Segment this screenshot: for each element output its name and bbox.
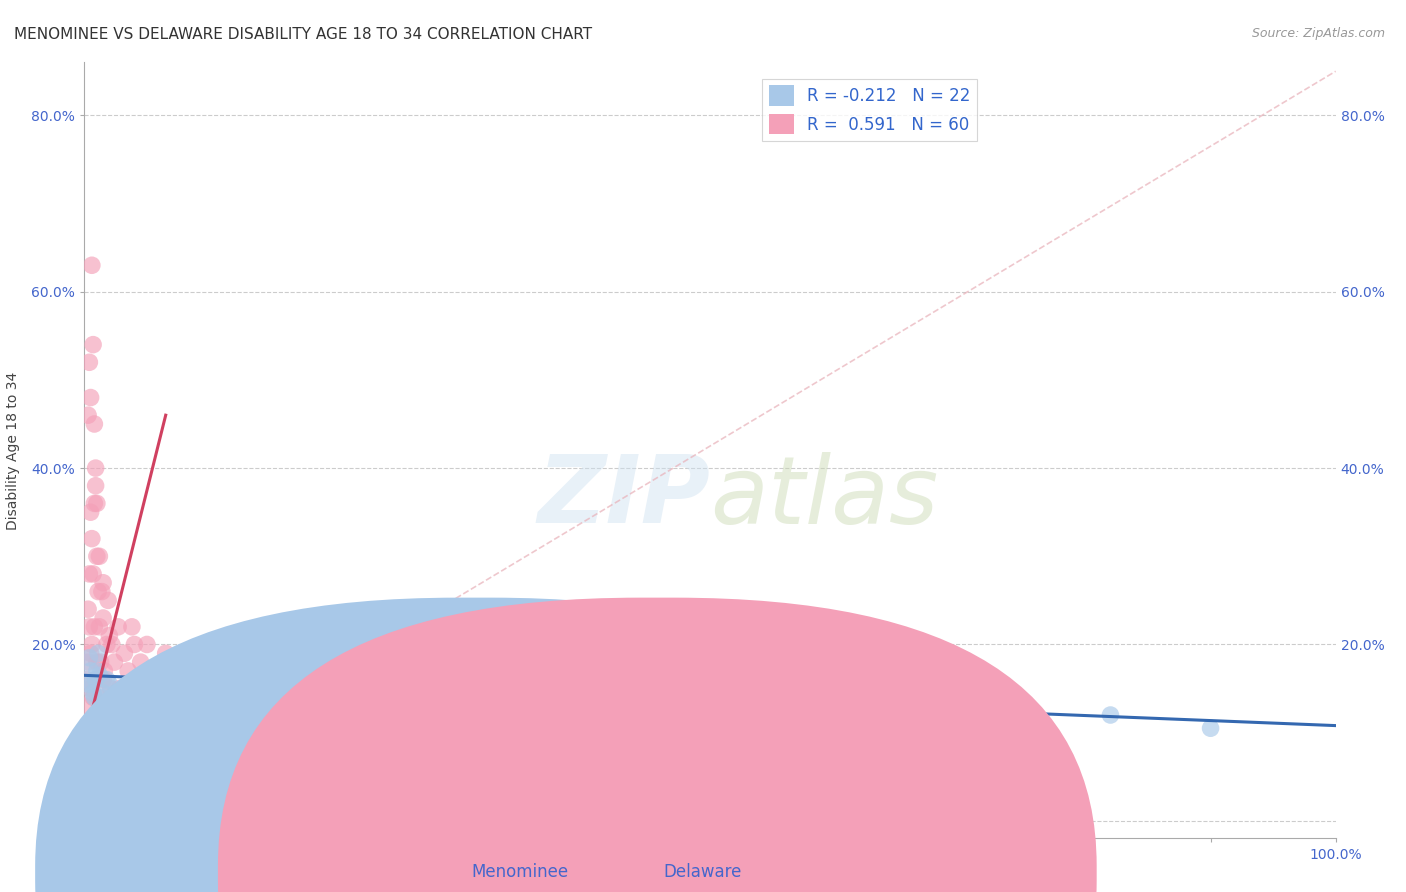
Point <box>100 681 122 696</box>
Point <box>87 690 110 705</box>
Point <box>89 668 111 682</box>
Point <box>79 391 101 405</box>
Point <box>79 646 101 660</box>
Point <box>91 611 114 625</box>
Point <box>87 584 110 599</box>
Point <box>86 655 108 669</box>
Point <box>142 686 165 700</box>
Point <box>79 681 101 696</box>
Point <box>79 566 101 581</box>
Point <box>80 677 103 691</box>
Point <box>79 505 101 519</box>
Point <box>111 690 134 705</box>
Point <box>84 673 107 687</box>
Point <box>80 258 103 272</box>
Point <box>924 695 946 709</box>
Legend: R = -0.212   N = 22, R =  0.591   N = 60: R = -0.212 N = 22, R = 0.591 N = 60 <box>762 78 977 141</box>
Point <box>90 690 112 705</box>
Point <box>94 699 117 714</box>
Point <box>124 637 146 651</box>
Point <box>112 646 135 660</box>
FancyBboxPatch shape <box>218 598 1097 892</box>
Point <box>82 337 104 351</box>
Point <box>82 686 104 700</box>
Point <box>84 673 107 687</box>
Point <box>89 549 111 564</box>
Point <box>82 566 104 581</box>
Point <box>79 355 101 369</box>
Point <box>79 650 101 665</box>
Point <box>86 664 108 678</box>
Point <box>77 408 100 422</box>
Point <box>1099 708 1122 723</box>
Point <box>105 699 128 714</box>
Point <box>129 655 152 669</box>
Point <box>77 655 100 669</box>
Point <box>83 620 105 634</box>
Point <box>83 690 105 705</box>
Point <box>91 673 114 687</box>
Text: MENOMINEE VS DELAWARE DISABILITY AGE 18 TO 34 CORRELATION CHART: MENOMINEE VS DELAWARE DISABILITY AGE 18 … <box>14 27 592 42</box>
Point <box>97 593 120 607</box>
Point <box>75 699 97 714</box>
Point <box>82 690 104 705</box>
Point <box>98 677 121 691</box>
Point <box>93 664 115 678</box>
Point <box>86 549 108 564</box>
Point <box>89 620 111 634</box>
Point <box>79 664 101 678</box>
Point <box>121 620 143 634</box>
Point <box>124 681 146 696</box>
Point <box>96 673 118 687</box>
Point <box>90 655 112 669</box>
Point <box>96 637 118 651</box>
Point <box>103 655 125 669</box>
Point <box>77 677 100 691</box>
Text: atlas: atlas <box>710 451 938 542</box>
Text: ZIP: ZIP <box>537 451 710 543</box>
FancyBboxPatch shape <box>35 598 914 892</box>
Point <box>91 686 114 700</box>
Point <box>98 629 121 643</box>
Point <box>108 681 131 696</box>
Point <box>90 708 112 723</box>
Text: Source: ZipAtlas.com: Source: ZipAtlas.com <box>1251 27 1385 40</box>
Point <box>762 686 785 700</box>
Point <box>91 575 114 590</box>
Y-axis label: Disability Age 18 to 34: Disability Age 18 to 34 <box>7 371 20 530</box>
Point <box>87 646 110 660</box>
Point <box>148 690 170 705</box>
Point <box>111 690 134 705</box>
Point <box>136 637 159 651</box>
Point <box>104 686 127 700</box>
Point <box>84 461 107 475</box>
Point <box>90 584 112 599</box>
Point <box>101 637 124 651</box>
Point <box>142 664 165 678</box>
Point <box>79 620 101 634</box>
Point <box>83 496 105 510</box>
Point <box>80 637 103 651</box>
Point <box>83 417 105 431</box>
Point <box>125 690 148 705</box>
Point <box>76 673 98 687</box>
Point <box>148 690 170 705</box>
Point <box>77 602 100 616</box>
Point <box>1199 721 1222 735</box>
Point <box>117 664 139 678</box>
Text: Menominee: Menominee <box>471 863 569 881</box>
Text: Delaware: Delaware <box>664 863 742 881</box>
Point <box>155 646 177 660</box>
Point <box>84 479 107 493</box>
Point <box>107 620 129 634</box>
Point <box>80 532 103 546</box>
Point <box>86 496 108 510</box>
